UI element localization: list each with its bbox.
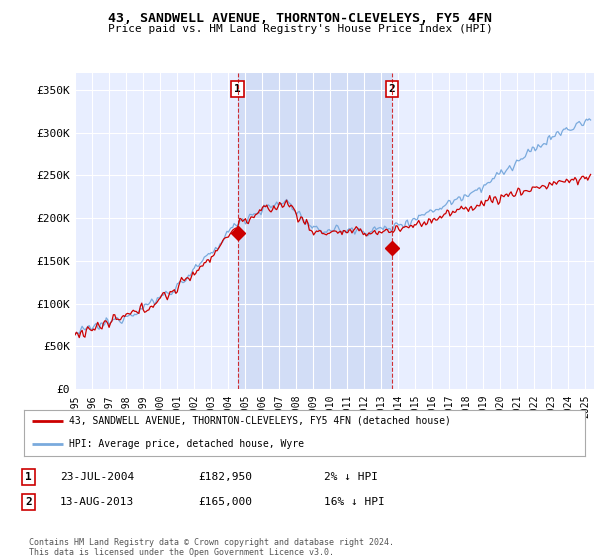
Text: 23-JUL-2004: 23-JUL-2004	[60, 472, 134, 482]
Text: Contains HM Land Registry data © Crown copyright and database right 2024.
This d: Contains HM Land Registry data © Crown c…	[29, 538, 394, 557]
Text: 2% ↓ HPI: 2% ↓ HPI	[324, 472, 378, 482]
Text: Price paid vs. HM Land Registry's House Price Index (HPI): Price paid vs. HM Land Registry's House …	[107, 24, 493, 34]
Text: £165,000: £165,000	[198, 497, 252, 507]
Text: 2: 2	[25, 497, 32, 507]
Text: 1: 1	[234, 84, 241, 94]
Text: 2: 2	[388, 84, 395, 94]
Text: £182,950: £182,950	[198, 472, 252, 482]
Text: 16% ↓ HPI: 16% ↓ HPI	[324, 497, 385, 507]
Text: 1: 1	[25, 472, 32, 482]
Text: 13-AUG-2013: 13-AUG-2013	[60, 497, 134, 507]
Text: 43, SANDWELL AVENUE, THORNTON-CLEVELEYS, FY5 4FN (detached house): 43, SANDWELL AVENUE, THORNTON-CLEVELEYS,…	[69, 416, 451, 426]
Text: 43, SANDWELL AVENUE, THORNTON-CLEVELEYS, FY5 4FN: 43, SANDWELL AVENUE, THORNTON-CLEVELEYS,…	[108, 12, 492, 25]
Text: HPI: Average price, detached house, Wyre: HPI: Average price, detached house, Wyre	[69, 440, 304, 450]
Bar	[238, 73, 392, 389]
